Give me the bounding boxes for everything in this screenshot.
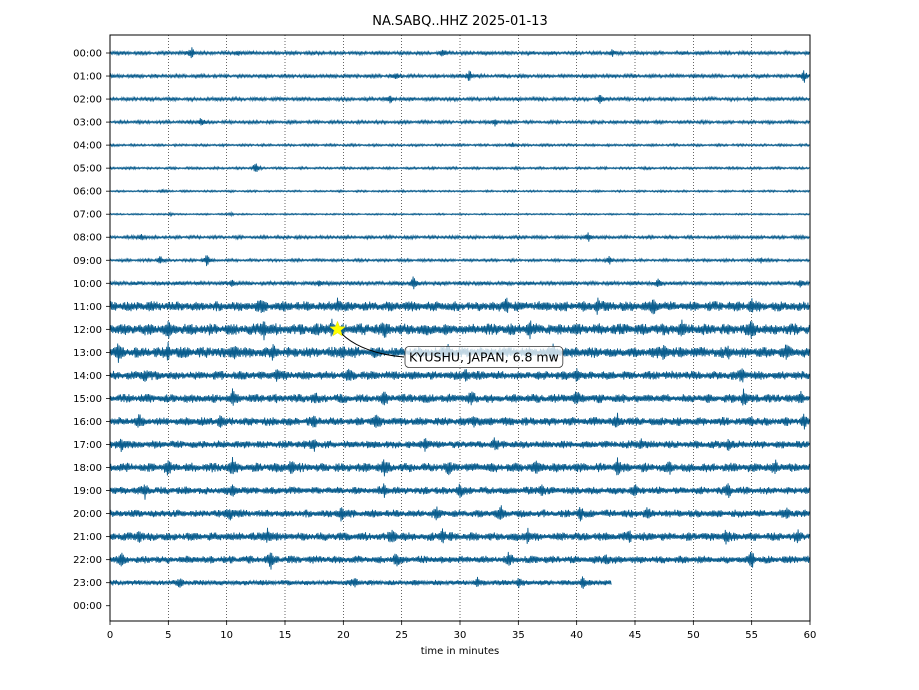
trace-1600 — [109, 412, 810, 430]
x-tick-label: 10 — [220, 630, 233, 641]
x-tick-label: 40 — [570, 630, 583, 641]
x-axis-ticks: 0 5 10 15 20 25 30 35 40 45 50 55 60 — [107, 621, 817, 641]
y-tick-label: 12:00 — [73, 325, 102, 336]
y-tick-label: 14:00 — [73, 371, 102, 382]
y-tick-label: 16:00 — [73, 417, 102, 428]
y-tick-label: 01:00 — [73, 72, 102, 83]
x-tick-label: 50 — [687, 630, 700, 641]
trace-0500 — [109, 163, 810, 172]
chart-title: NA.SABQ..HHZ 2025-01-13 — [372, 14, 547, 29]
y-tick-label: 02:00 — [73, 95, 102, 106]
event-star-marker — [329, 320, 346, 337]
y-tick-label: 22:00 — [73, 555, 102, 566]
x-tick-label: 55 — [745, 630, 758, 641]
y-tick-label: 11:00 — [73, 302, 102, 313]
x-axis-label: time in minutes — [421, 646, 500, 657]
trace-0400 — [109, 142, 810, 148]
trace-2000 — [109, 505, 810, 522]
y-tick-label: 04:00 — [73, 141, 102, 152]
trace-0900 — [109, 255, 810, 267]
y-tick-label: 20:00 — [73, 509, 102, 520]
trace-1800 — [109, 457, 810, 477]
y-tick-label: 10:00 — [73, 279, 102, 290]
y-tick-label: 00:00 — [73, 49, 102, 60]
y-tick-label: 08:00 — [73, 233, 102, 244]
trace-0000 — [109, 47, 810, 59]
x-tick-label: 15 — [279, 630, 292, 641]
trace-1900 — [109, 483, 810, 500]
x-tick-label: 60 — [804, 630, 817, 641]
x-tick-label: 5 — [165, 630, 171, 641]
x-tick-label: 25 — [395, 630, 408, 641]
event-label-box — [404, 346, 564, 368]
trace-0200 — [109, 94, 810, 104]
x-tick-label: 35 — [512, 630, 525, 641]
event-annotation: KYUSHU, JAPAN, 6.8 mw — [329, 320, 564, 368]
trace-1400 — [109, 368, 810, 383]
y-tick-label: 17:00 — [73, 440, 102, 451]
event-label: KYUSHU, JAPAN, 6.8 mw — [409, 350, 559, 365]
y-tick-label: 19:00 — [73, 486, 102, 497]
y-tick-label: 09:00 — [73, 256, 102, 267]
trace-1500 — [109, 388, 810, 406]
trace-0600 — [109, 188, 810, 194]
y-tick-label: 05:00 — [73, 164, 102, 175]
y-tick-label: 00:00 — [73, 601, 102, 612]
y-tick-label: 06:00 — [73, 187, 102, 198]
trace-0700 — [109, 210, 810, 218]
trace-2300 — [109, 576, 612, 589]
trace-1000 — [109, 276, 810, 290]
y-tick-label: 07:00 — [73, 210, 102, 221]
y-axis-ticks: 00:00 01:00 02:00 03:00 04:00 05:00 06:00 07:00… — [73, 49, 110, 612]
trace-0800 — [109, 232, 810, 242]
trace-2200 — [109, 551, 810, 570]
x-tick-label: 30 — [454, 630, 467, 641]
trace-1100 — [109, 297, 810, 315]
y-tick-label: 21:00 — [73, 532, 102, 543]
trace-1200 — [109, 318, 810, 341]
y-tick-label: 13:00 — [73, 348, 102, 359]
x-tick-label: 20 — [337, 630, 350, 641]
trace-1700 — [109, 437, 810, 453]
trace-2100 — [109, 527, 810, 545]
trace-0300 — [109, 118, 810, 127]
y-tick-label: 23:00 — [73, 578, 102, 589]
y-tick-label: 15:00 — [73, 394, 102, 405]
x-tick-label: 45 — [629, 630, 642, 641]
trace-0100 — [109, 70, 810, 83]
x-tick-label: 0 — [107, 630, 113, 641]
y-tick-label: 18:00 — [73, 463, 102, 474]
y-tick-label: 03:00 — [73, 118, 102, 129]
